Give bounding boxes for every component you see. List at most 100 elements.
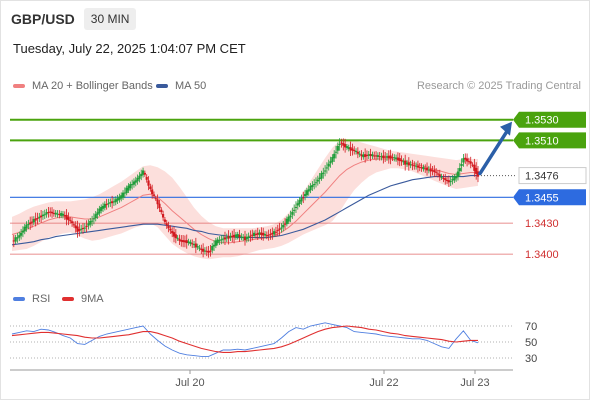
- candle-body[interactable]: [34, 218, 37, 221]
- candle-body[interactable]: [438, 174, 441, 177]
- candle-body[interactable]: [311, 184, 314, 188]
- candle-body[interactable]: [229, 235, 232, 238]
- candle-body[interactable]: [67, 217, 70, 221]
- candle-body[interactable]: [354, 150, 358, 152]
- candle-body[interactable]: [191, 243, 194, 245]
- candle-body[interactable]: [236, 233, 239, 238]
- candle-body[interactable]: [274, 231, 278, 233]
- candle-body[interactable]: [447, 180, 450, 183]
- candle-body[interactable]: [367, 154, 370, 156]
- candle-body[interactable]: [469, 161, 472, 164]
- current-price-tag[interactable]: [518, 167, 587, 185]
- candle-body[interactable]: [187, 241, 190, 243]
- candle-body[interactable]: [422, 167, 425, 170]
- candle-body[interactable]: [358, 153, 361, 155]
- candle-body[interactable]: [218, 240, 221, 242]
- candle-body[interactable]: [140, 173, 143, 177]
- candle-body[interactable]: [225, 237, 228, 239]
- candle-body[interactable]: [194, 243, 197, 248]
- candle-body[interactable]: [320, 173, 323, 179]
- candle-body[interactable]: [21, 230, 25, 233]
- candle-body[interactable]: [141, 170, 145, 175]
- candle-body[interactable]: [107, 203, 110, 205]
- candle-body[interactable]: [309, 185, 312, 191]
- candle-body[interactable]: [276, 230, 279, 232]
- candle-body[interactable]: [365, 155, 369, 157]
- candle-body[interactable]: [160, 209, 163, 213]
- candle-body[interactable]: [87, 223, 90, 226]
- legend-ma20[interactable]: MA 20 + Bollinger Bands: [13, 80, 153, 92]
- candle-body[interactable]: [451, 179, 454, 181]
- candle-body[interactable]: [258, 232, 261, 235]
- candle-body[interactable]: [123, 192, 126, 194]
- candle-body[interactable]: [196, 246, 199, 248]
- candle-body[interactable]: [234, 234, 237, 238]
- candle-body[interactable]: [327, 163, 330, 167]
- candle-body[interactable]: [464, 157, 467, 160]
- candle-body[interactable]: [203, 250, 207, 252]
- candle-body[interactable]: [80, 228, 83, 230]
- candle-body[interactable]: [467, 161, 470, 163]
- candle-body[interactable]: [420, 167, 423, 169]
- candle-body[interactable]: [152, 194, 156, 196]
- candle-body[interactable]: [116, 198, 119, 201]
- candle-body[interactable]: [105, 204, 108, 206]
- candle-body[interactable]: [425, 167, 429, 171]
- candle-body[interactable]: [109, 202, 112, 204]
- candle-body[interactable]: [407, 162, 410, 166]
- candle-body[interactable]: [54, 212, 57, 215]
- candle-body[interactable]: [287, 216, 290, 222]
- candle-body[interactable]: [50, 211, 54, 214]
- candle-body[interactable]: [436, 173, 440, 175]
- candle-body[interactable]: [129, 184, 132, 189]
- candle-body[interactable]: [384, 156, 387, 158]
- candle-body[interactable]: [40, 215, 43, 218]
- candle-body[interactable]: [380, 156, 383, 158]
- candle-body[interactable]: [265, 235, 268, 237]
- candle-body[interactable]: [92, 218, 96, 220]
- candle-body[interactable]: [400, 159, 403, 162]
- candle-body[interactable]: [282, 224, 285, 228]
- candle-body[interactable]: [385, 156, 389, 158]
- candle-body[interactable]: [227, 236, 230, 239]
- candle-body[interactable]: [338, 143, 341, 145]
- candle-body[interactable]: [216, 239, 219, 244]
- candle-body[interactable]: [154, 198, 157, 200]
- candle-body[interactable]: [427, 169, 430, 171]
- candle-body[interactable]: [243, 236, 247, 240]
- candle-body[interactable]: [178, 238, 181, 241]
- candle-body[interactable]: [72, 224, 75, 226]
- candle-body[interactable]: [442, 177, 445, 179]
- candle-body[interactable]: [336, 145, 339, 151]
- candle-body[interactable]: [45, 212, 48, 215]
- candle-body[interactable]: [256, 233, 259, 235]
- candle-body[interactable]: [429, 168, 432, 172]
- candle-body[interactable]: [262, 232, 265, 236]
- candle-body[interactable]: [78, 229, 81, 231]
- candle-body[interactable]: [90, 220, 94, 222]
- candle-body[interactable]: [85, 225, 88, 227]
- candle-body[interactable]: [475, 167, 478, 174]
- candle-body[interactable]: [172, 232, 176, 237]
- candle-body[interactable]: [96, 212, 99, 215]
- candle-body[interactable]: [176, 237, 179, 239]
- candle-body[interactable]: [302, 197, 305, 199]
- candle-body[interactable]: [165, 223, 168, 226]
- candle-body[interactable]: [347, 147, 350, 149]
- candle-body[interactable]: [112, 201, 116, 203]
- candle-body[interactable]: [36, 218, 39, 220]
- candle-body[interactable]: [198, 247, 201, 249]
- candle-body[interactable]: [278, 228, 281, 230]
- candle-body[interactable]: [433, 170, 436, 173]
- support-tag[interactable]: [513, 189, 586, 206]
- candle-body[interactable]: [453, 176, 456, 181]
- candle-body[interactable]: [345, 146, 349, 148]
- candle-body[interactable]: [94, 214, 97, 219]
- candle-body[interactable]: [192, 244, 196, 246]
- candle-body[interactable]: [431, 170, 434, 172]
- candle-body[interactable]: [405, 162, 409, 165]
- candle-body[interactable]: [32, 219, 35, 223]
- candle-body[interactable]: [205, 250, 208, 252]
- candle-body[interactable]: [222, 238, 225, 240]
